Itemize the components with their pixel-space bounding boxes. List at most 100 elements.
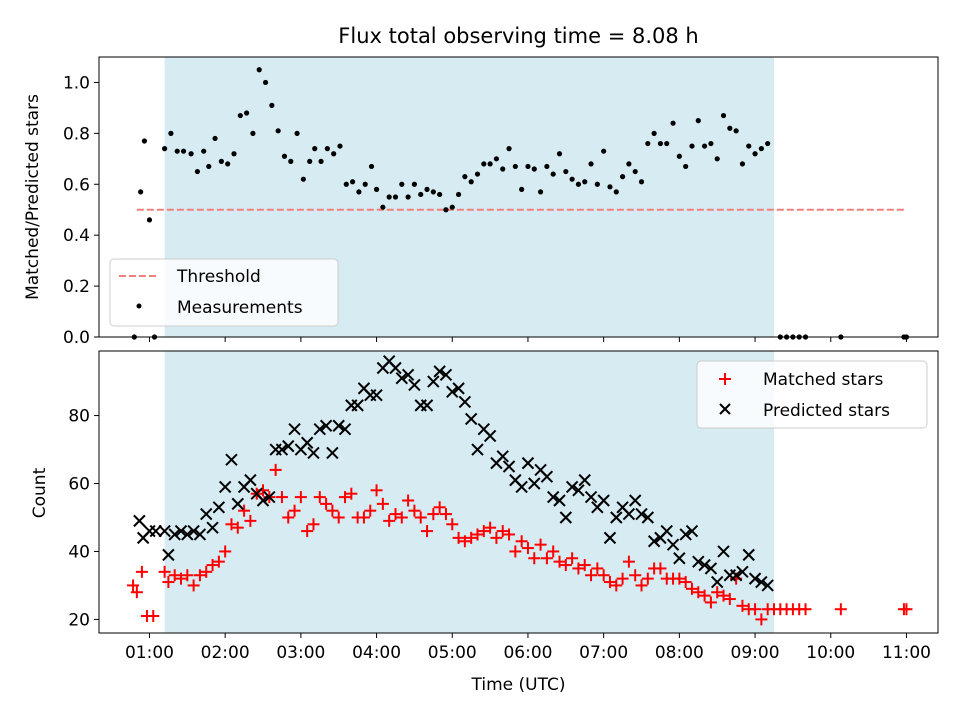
bottom-y-ticks: 20 40 60 80 [68, 407, 99, 630]
measurement-point [462, 174, 468, 180]
y-tick-label: 1.0 [63, 73, 90, 93]
matched-star-point [496, 525, 509, 538]
matched-star-point [572, 562, 585, 575]
matched-star-point [135, 565, 148, 578]
measurement-point [500, 166, 506, 172]
measurement-point [607, 184, 613, 190]
matched-star-point [452, 531, 465, 544]
measurement-point [758, 146, 764, 152]
predicted-star-point [439, 368, 453, 381]
matched-star-point [465, 531, 478, 544]
x-tick-label: 03:00 [276, 643, 325, 663]
measurement-point [362, 181, 368, 187]
matched-star-point [673, 572, 686, 585]
matched-star-point [566, 552, 579, 565]
matched-star-point [591, 562, 604, 575]
predicted-star-point [282, 439, 295, 453]
measurement-point [708, 140, 714, 147]
measurement-point [218, 158, 224, 164]
predicted-star-point [679, 528, 692, 541]
matched-star-point [364, 504, 377, 517]
measurement-point [337, 143, 343, 149]
matched-star-point [692, 586, 705, 599]
bottom-axes-frame [98, 350, 939, 634]
matched-star-point [509, 545, 522, 558]
predicted-star-point [288, 422, 301, 436]
matched-star-point [175, 572, 188, 585]
measurement-point [493, 156, 500, 162]
predicted-star-point [515, 480, 528, 494]
measurement-point [569, 176, 575, 182]
matched-star-point [147, 610, 160, 623]
measurement-point [324, 146, 330, 152]
measurement-point [288, 158, 294, 164]
predicted-star-point [370, 388, 383, 402]
y-tick-label: 0.6 [63, 175, 90, 195]
predicted-star-point [685, 524, 699, 538]
measurement-point [626, 161, 632, 167]
measurement-point [392, 194, 399, 200]
predicted-star-point [641, 511, 655, 524]
measurement-point [746, 143, 752, 149]
predicted-star-point [711, 575, 724, 589]
matched-star-point [610, 579, 623, 592]
matched-star-point [402, 494, 415, 507]
measurement-point [437, 191, 443, 198]
predicted-star-point [427, 375, 440, 388]
measurement-point [701, 143, 708, 149]
matched-star-point [225, 518, 238, 531]
matched-star-point [345, 487, 358, 500]
measurement-point [373, 186, 380, 192]
matched-star-point [414, 511, 427, 524]
matched-star-point [181, 569, 194, 582]
predicted-star-point [307, 446, 320, 460]
matched-star-point [206, 559, 219, 572]
top-panel: 0.0 0.2 0.4 0.6 0.8 1.0 Flux total observing … [23, 24, 939, 348]
matched-star-point [130, 586, 143, 599]
predicted-star-point [212, 501, 226, 514]
x-tick-label: 09:00 [731, 643, 780, 663]
predicted-star-point [748, 572, 762, 585]
predicted-star-point [133, 514, 146, 528]
measurement-point [531, 166, 537, 172]
top-legend-box [109, 258, 339, 327]
measurement-point [237, 112, 243, 119]
measurement-point [449, 204, 455, 210]
matched-star-point [332, 511, 345, 524]
predicted-star-point [332, 419, 345, 432]
measurement-point [765, 140, 771, 147]
predicted-star-point [717, 545, 730, 558]
predicted-star-point [231, 497, 244, 511]
predicted-star-point [225, 453, 238, 466]
matched-star-point [421, 525, 434, 538]
matched-star-point [193, 569, 206, 582]
measurement-point [443, 207, 449, 213]
predicted-star-point [420, 399, 434, 412]
predicted-star-point [244, 473, 257, 487]
x-tick-label: 07:00 [579, 643, 628, 663]
predicted-star-point [389, 361, 402, 375]
predicted-star-point [168, 528, 181, 541]
legend-matched-swatch [719, 373, 731, 385]
predicted-star-point [761, 579, 774, 592]
measurement-point [563, 168, 569, 175]
measurement-point [657, 140, 664, 147]
measurement-point [162, 146, 168, 152]
measurement-point [368, 163, 375, 170]
predicted-star-point [408, 378, 421, 392]
top-axes-frame [98, 56, 939, 338]
matched-star-point [288, 504, 301, 517]
predicted-star-point [559, 511, 573, 524]
measurement-point [250, 130, 256, 136]
measurement-point [468, 179, 474, 185]
predicted-star-point [256, 494, 270, 507]
predicted-star-point [584, 490, 598, 504]
predicted-star-point [528, 477, 541, 490]
matched-star-point [326, 504, 339, 517]
measurement-point [318, 158, 324, 164]
predicted-star-point [521, 456, 535, 470]
predicted-star-point [149, 524, 162, 538]
measurement-point [380, 204, 386, 210]
predicted-star-point [502, 460, 516, 473]
